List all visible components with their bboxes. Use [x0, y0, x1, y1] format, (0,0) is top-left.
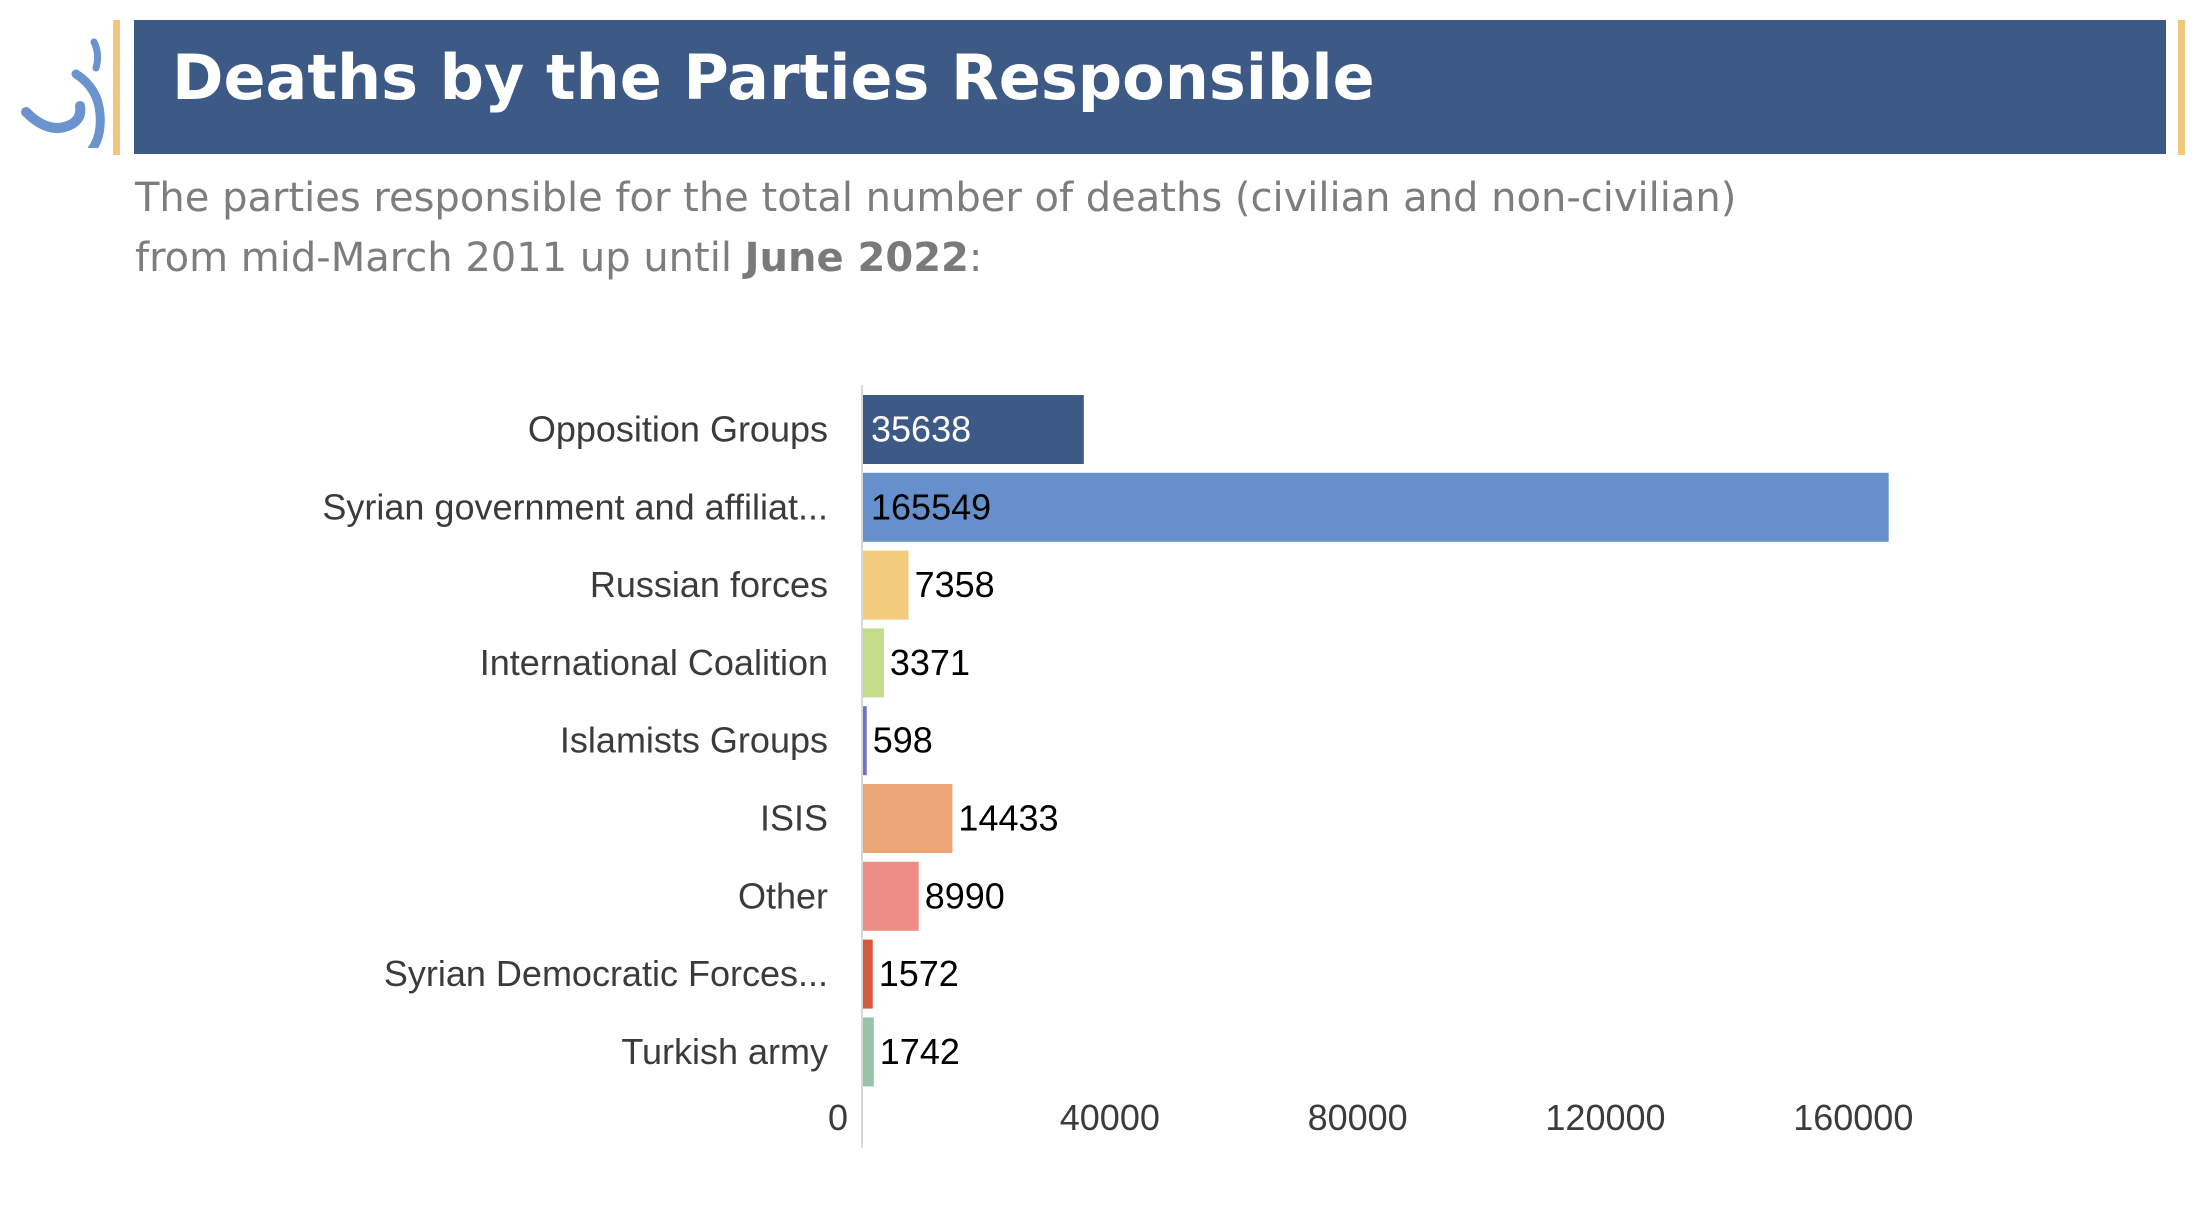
category-label-1: Syrian government and affiliat... [322, 486, 828, 527]
x-tick-label-0: 0 [828, 1097, 848, 1138]
x-tick-label-2: 80000 [1308, 1097, 1408, 1138]
value-label-4: 598 [873, 720, 933, 761]
x-tick-label-1: 40000 [1060, 1097, 1160, 1138]
category-label-6: Other [738, 875, 828, 916]
bar-8 [863, 1017, 874, 1087]
value-label-8: 1742 [880, 1031, 960, 1072]
subtitle-line-2: from mid-March 2011 up until June 2022: [135, 228, 2085, 288]
category-label-5: ISIS [760, 798, 828, 839]
page-title: Deaths by the Parties Responsible [172, 41, 1375, 114]
category-label-7: Syrian Democratic Forces... [384, 953, 828, 994]
organization-logo-icon [21, 38, 105, 148]
bars-layer [863, 395, 1889, 1087]
right-accent-bar [2178, 20, 2185, 155]
category-label-4: Islamists Groups [560, 720, 828, 761]
title-banner: Deaths by the Parties Responsible [134, 20, 2166, 154]
subtitle-line-2-suffix: : [968, 235, 983, 281]
value-label-1: 165549 [871, 486, 991, 527]
bar-7 [863, 939, 873, 1009]
chart-subtitle: The parties responsible for the total nu… [135, 168, 2085, 288]
value-label-2: 7358 [915, 564, 995, 605]
subtitle-line-1: The parties responsible for the total nu… [135, 175, 1737, 221]
value-label-6: 8990 [925, 875, 1005, 916]
left-accent-bar [113, 20, 120, 155]
bar-2 [863, 550, 909, 620]
value-label-0: 35638 [871, 409, 971, 450]
ticks-layer: 0 40000 80000 120000 160000 [828, 385, 1913, 1148]
category-label-3: International Coalition [480, 642, 828, 683]
value-label-5: 14433 [958, 798, 1058, 839]
labels-layer: Opposition Groups 35638 Syrian government … [322, 409, 1058, 1072]
value-label-3: 3371 [890, 642, 970, 683]
subtitle-date-emphasis: June 2022 [744, 235, 969, 281]
x-tick-label-3: 120000 [1545, 1097, 1665, 1138]
bar-5 [863, 784, 953, 853]
bar-0 [863, 395, 1084, 464]
bar-3 [863, 628, 884, 698]
bar-6 [863, 861, 919, 931]
bar-4 [863, 706, 867, 776]
category-label-2: Russian forces [590, 564, 828, 605]
category-label-8: Turkish army [621, 1031, 828, 1072]
subtitle-line-2-prefix: from mid-March 2011 up until [135, 235, 745, 281]
x-tick-label-4: 160000 [1793, 1097, 1913, 1138]
value-label-7: 1572 [879, 953, 959, 994]
bar-1 [863, 472, 1889, 542]
category-label-0: Opposition Groups [528, 409, 828, 450]
